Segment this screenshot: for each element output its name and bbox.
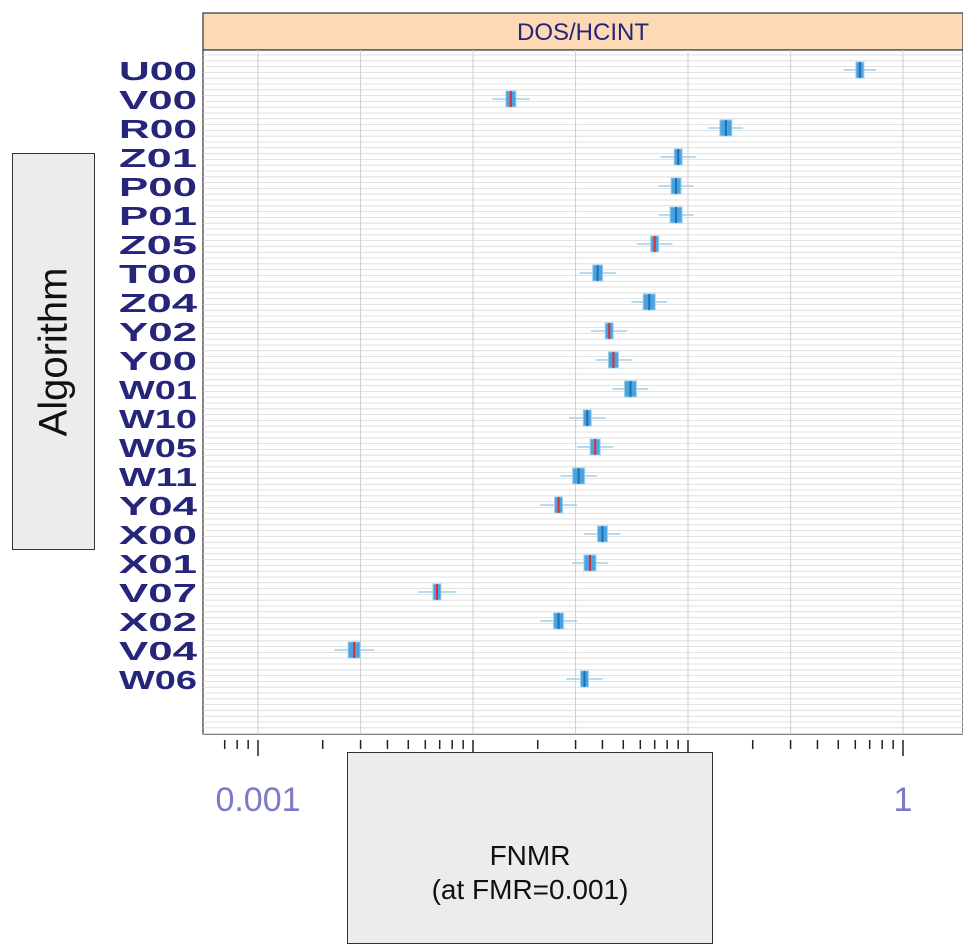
panel-strip	[202, 12, 963, 51]
box-W05	[577, 438, 614, 456]
box-W06	[566, 670, 603, 688]
category-label: Y00	[119, 346, 197, 376]
category-label: P01	[119, 201, 197, 231]
box-Y02	[591, 322, 628, 340]
x-tick-label: 1	[894, 781, 913, 819]
box-Z05	[636, 235, 673, 253]
box-T00	[579, 264, 616, 282]
category-label: V04	[119, 636, 198, 666]
box-P00	[658, 177, 694, 195]
x-tick-label: 0.001	[215, 781, 300, 819]
x-axis-label-line2: (at FMR=0.001)	[431, 874, 629, 905]
box-P01	[658, 206, 694, 224]
category-label: P00	[119, 172, 197, 202]
box-V00	[492, 90, 530, 108]
box-V04	[334, 641, 374, 659]
category-label: U00	[119, 56, 197, 86]
plot-area	[202, 49, 963, 735]
category-label: V00	[119, 85, 197, 115]
y-axis-label: Algorithm	[31, 267, 75, 436]
category-label: X01	[119, 549, 197, 579]
box-X01	[571, 554, 609, 572]
category-label: W05	[119, 433, 197, 463]
category-label: X02	[119, 607, 197, 637]
box-Z04	[631, 293, 667, 311]
category-label: W10	[119, 404, 197, 434]
category-label: X00	[119, 520, 197, 550]
box-Y04	[540, 496, 577, 514]
category-label: W01	[119, 375, 197, 405]
y-axis-label-box: Algorithm	[12, 153, 95, 550]
box-Z01	[660, 148, 696, 166]
category-label: R00	[119, 114, 197, 144]
box-X02	[540, 612, 577, 630]
box-X00	[584, 525, 621, 543]
x-axis-label-box: FNMR (at FMR=0.001)	[347, 752, 713, 944]
category-label: V07	[119, 578, 197, 608]
category-label: W06	[119, 665, 197, 695]
box-W01	[612, 380, 649, 398]
box-Y00	[595, 351, 632, 369]
category-label: Z01	[119, 143, 197, 173]
category-label: Z05	[119, 230, 197, 260]
box-R00	[708, 119, 744, 137]
panel-title: DOS/HCINT	[517, 19, 649, 46]
vertical-gridlines	[257, 50, 904, 734]
box-marks	[334, 61, 877, 688]
category-label: W11	[119, 462, 197, 492]
box-V07	[417, 583, 457, 601]
box-U00	[843, 61, 877, 79]
category-label: Y02	[119, 317, 197, 347]
box-W10	[569, 409, 606, 427]
category-label: T00	[119, 259, 197, 289]
category-labels: U00V00R00Z01P00P01Z05T00Z04Y02Y00W01W10W…	[119, 56, 198, 695]
category-label: Y04	[119, 491, 198, 521]
category-label: Z04	[119, 288, 198, 318]
box-W11	[560, 467, 597, 485]
x-axis-label-line1: FNMR	[489, 840, 571, 871]
